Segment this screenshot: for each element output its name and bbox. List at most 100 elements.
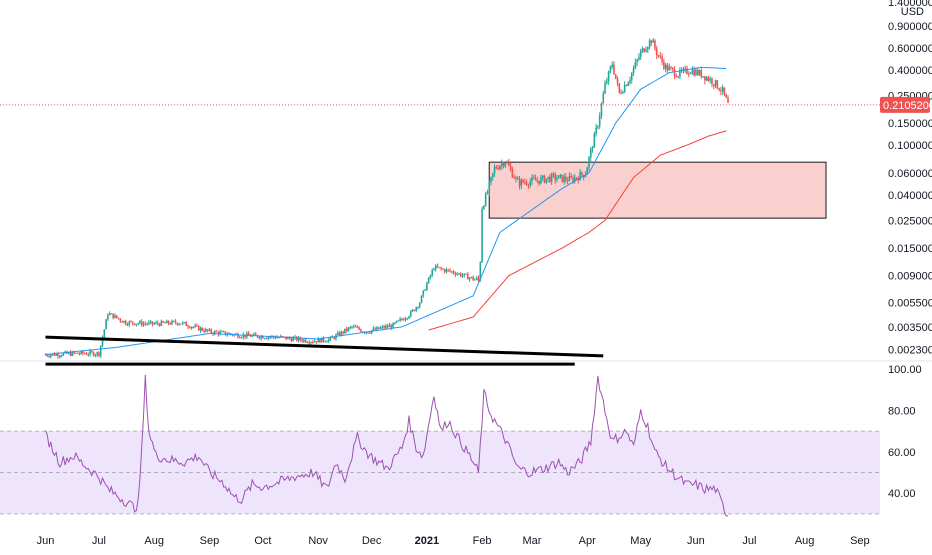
- candle-body[interactable]: [367, 332, 369, 334]
- candle-body[interactable]: [575, 177, 578, 179]
- candle-body[interactable]: [493, 167, 496, 173]
- candle-body[interactable]: [149, 321, 152, 323]
- candle-body[interactable]: [591, 147, 594, 150]
- candle-body[interactable]: [333, 337, 335, 339]
- candle-body[interactable]: [422, 290, 425, 296]
- candle-body[interactable]: [705, 77, 708, 81]
- candle-body[interactable]: [230, 333, 232, 335]
- candle-body[interactable]: [393, 322, 396, 324]
- candle-body[interactable]: [171, 320, 173, 325]
- candle-body[interactable]: [356, 327, 359, 329]
- candle-body[interactable]: [142, 323, 145, 326]
- candle-body[interactable]: [616, 78, 619, 84]
- candle-body[interactable]: [210, 329, 213, 333]
- candle-body[interactable]: [502, 163, 505, 167]
- candle-body[interactable]: [167, 320, 170, 324]
- candle-body[interactable]: [433, 269, 435, 271]
- candle-body[interactable]: [395, 320, 398, 323]
- candle-body[interactable]: [85, 353, 88, 355]
- candle-body[interactable]: [417, 307, 419, 309]
- candle-body[interactable]: [162, 321, 164, 323]
- candle-body[interactable]: [285, 336, 287, 340]
- candle-body[interactable]: [442, 268, 444, 270]
- candle-body[interactable]: [124, 320, 127, 325]
- candle-body[interactable]: [545, 178, 548, 183]
- candle-body[interactable]: [201, 327, 204, 331]
- candle-body[interactable]: [529, 181, 532, 186]
- candle-body[interactable]: [82, 351, 84, 354]
- candle-body[interactable]: [458, 273, 460, 275]
- candle-body[interactable]: [190, 327, 193, 329]
- candle-body[interactable]: [148, 322, 150, 324]
- candle-body[interactable]: [222, 331, 225, 333]
- candle-body[interactable]: [351, 326, 353, 328]
- candle-body[interactable]: [581, 172, 583, 175]
- candle-body[interactable]: [714, 80, 717, 86]
- candle-body[interactable]: [297, 337, 300, 341]
- candle-body[interactable]: [450, 271, 453, 273]
- candle-body[interactable]: [140, 321, 143, 326]
- candle-body[interactable]: [536, 180, 539, 182]
- candle-body[interactable]: [540, 177, 542, 184]
- candle-body[interactable]: [622, 91, 624, 94]
- candle-body[interactable]: [329, 336, 332, 339]
- candle-body[interactable]: [602, 93, 605, 104]
- candle-body[interactable]: [666, 64, 669, 71]
- candle-body[interactable]: [424, 289, 426, 291]
- candle-body[interactable]: [240, 337, 243, 339]
- candle-body[interactable]: [418, 303, 421, 308]
- candle-body[interactable]: [534, 178, 537, 181]
- candle-body[interactable]: [500, 163, 503, 166]
- candle-body[interactable]: [431, 270, 433, 276]
- candle-body[interactable]: [490, 177, 492, 183]
- candle-body[interactable]: [654, 40, 656, 49]
- candle-body[interactable]: [499, 165, 501, 170]
- candle-body[interactable]: [312, 341, 314, 343]
- candle-body[interactable]: [604, 83, 606, 94]
- candle-body[interactable]: [381, 326, 384, 328]
- candle-body[interactable]: [94, 354, 97, 356]
- candle-body[interactable]: [110, 313, 113, 315]
- candle-body[interactable]: [452, 271, 455, 274]
- candle-body[interactable]: [723, 87, 726, 95]
- candle-body[interactable]: [304, 339, 307, 343]
- candle-body[interactable]: [258, 337, 261, 339]
- candle-body[interactable]: [55, 353, 57, 356]
- ma-long-line[interactable]: [428, 130, 727, 331]
- candle-body[interactable]: [73, 351, 75, 354]
- candle-body[interactable]: [531, 177, 533, 182]
- candle-body[interactable]: [620, 92, 622, 94]
- candle-body[interactable]: [385, 325, 387, 329]
- candle-body[interactable]: [634, 62, 637, 69]
- candle-body[interactable]: [374, 328, 376, 330]
- candle-body[interactable]: [390, 325, 393, 328]
- candle-body[interactable]: [401, 318, 403, 320]
- candle-body[interactable]: [686, 68, 688, 74]
- candle-body[interactable]: [287, 337, 289, 340]
- candle-body[interactable]: [199, 327, 202, 331]
- candle-body[interactable]: [515, 177, 517, 179]
- candle-body[interactable]: [278, 337, 280, 339]
- candle-body[interactable]: [559, 174, 562, 176]
- candle-body[interactable]: [595, 127, 597, 134]
- candle-body[interactable]: [165, 320, 168, 324]
- candle-body[interactable]: [108, 313, 111, 315]
- candle-body[interactable]: [584, 174, 587, 177]
- candle-body[interactable]: [474, 279, 476, 281]
- candle-body[interactable]: [711, 78, 713, 85]
- candle-body[interactable]: [593, 133, 596, 148]
- candle-body[interactable]: [160, 321, 163, 326]
- candle-body[interactable]: [668, 67, 670, 71]
- candle-body[interactable]: [203, 330, 205, 332]
- candle-body[interactable]: [295, 336, 298, 341]
- candle-body[interactable]: [369, 332, 371, 334]
- candle-body[interactable]: [725, 94, 728, 98]
- candle-body[interactable]: [328, 338, 330, 342]
- candle-body[interactable]: [459, 273, 462, 277]
- candle-body[interactable]: [532, 177, 535, 179]
- candle-body[interactable]: [447, 269, 450, 271]
- candle-body[interactable]: [303, 339, 305, 342]
- candle-body[interactable]: [461, 275, 464, 277]
- candle-body[interactable]: [144, 323, 147, 325]
- candle-body[interactable]: [618, 83, 621, 93]
